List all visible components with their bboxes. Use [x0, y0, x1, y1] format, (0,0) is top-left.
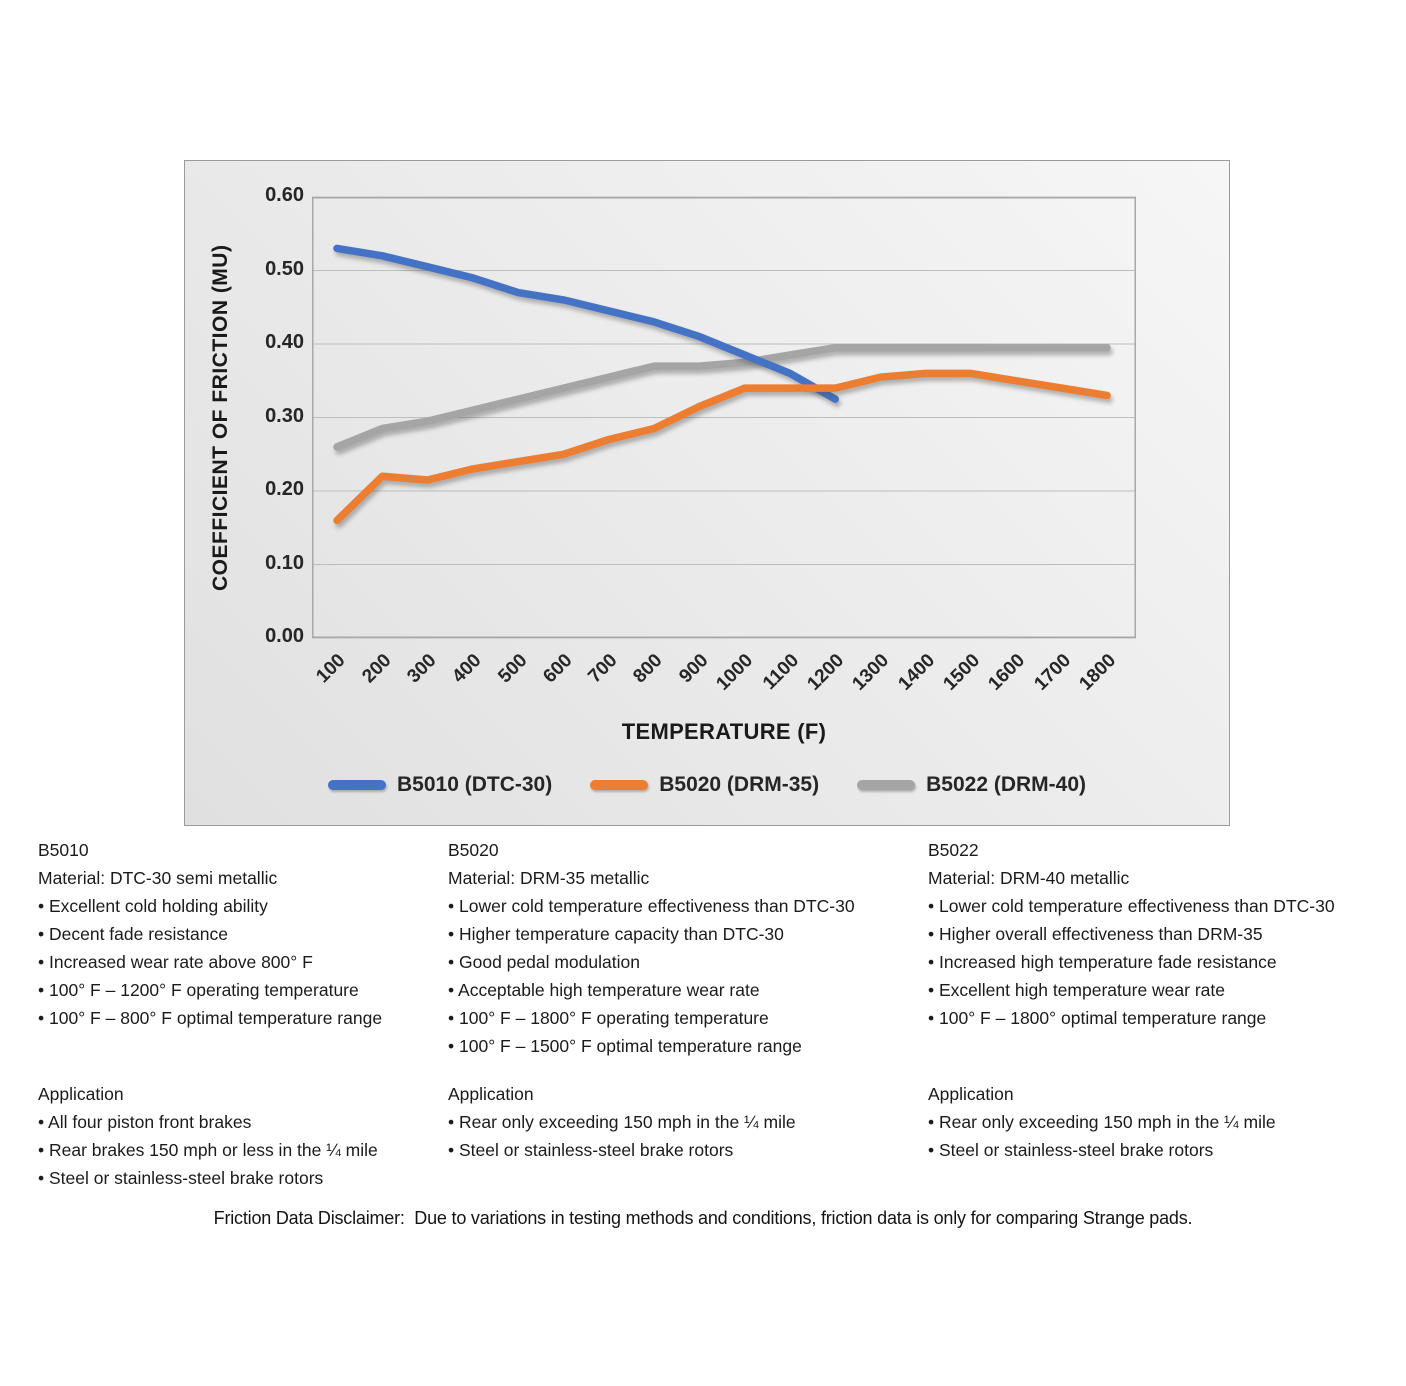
disclaimer-text: Friction Data Disclaimer: Due to variati… [213, 1208, 1193, 1228]
x-tick-label: 600 [539, 650, 577, 688]
product-feature: Higher overall effectiveness than DRM-35 [928, 920, 1404, 948]
product-column-B5010: B5010 Material: DTC-30 semi metallic Excel… [38, 836, 442, 1192]
product-feature: Decent fade resistance [38, 920, 442, 948]
product-feature: Acceptable high temperature wear rate [448, 976, 922, 1004]
plot-border [312, 197, 1136, 638]
x-tick-label: 700 [584, 650, 622, 688]
product-feature: Good pedal modulation [448, 948, 922, 976]
x-tick-label: 1700 [1029, 650, 1075, 695]
product-feature: 100° F – 1800° F operating temperature [448, 1004, 922, 1032]
legend-swatch [590, 780, 649, 790]
y-tick-label: 0.30 [265, 404, 304, 427]
x-tick-label: 1500 [939, 650, 985, 695]
product-feature: Excellent high temperature wear rate [928, 976, 1404, 1004]
product-feature: Lower cold temperature effectiveness tha… [928, 892, 1404, 920]
x-tick-label: 900 [674, 650, 713, 688]
product-material: Material: DRM-40 metallic [928, 868, 1130, 888]
application-item: Steel or stainless-steel brake rotors [38, 1164, 442, 1192]
line-chart-canvas [312, 196, 1136, 639]
x-tick-label: 1600 [984, 650, 1030, 695]
product-feature: Excellent cold holding ability [38, 892, 442, 920]
y-axis-tick-labels: 0.00 0.10 0.20 0.30 0.40 0.50 0.60 [185, 184, 304, 647]
plot-area [312, 196, 1136, 639]
x-tick-label: 200 [357, 650, 396, 688]
legend-item: B5020 (DRM-35) [590, 773, 819, 797]
y-tick-label: 0.60 [265, 184, 304, 206]
application-section: Application All four piston front brakesR… [38, 1080, 442, 1192]
product-feature: 100° F – 800° F optimal temperature rang… [38, 1004, 442, 1032]
x-tick-label: 300 [403, 650, 441, 688]
application-item: Steel or stainless-steel brake rotors [448, 1136, 922, 1164]
y-tick-label: 0.50 [265, 257, 304, 280]
series-line-B5020 [333, 369, 1111, 525]
x-tick-label: 800 [629, 650, 667, 688]
x-tick-label: 1200 [803, 650, 849, 695]
product-feature: 100° F – 1800° optimal temperature range [928, 1004, 1404, 1032]
product-feature: Increased high temperature fade resistan… [928, 948, 1404, 976]
x-axis-tick-labels: 100 200 300 400 500 600 700 800 900 1000 1100 1200 1… [312, 640, 1136, 712]
chart-legend: B5010 (DTC-30) B5020 (DRM-35) B5022 (DRM-4… [185, 773, 1229, 797]
product-column-B5020: B5020 Material: DRM-35 metallic Lower cold… [448, 836, 922, 1164]
product-specs: B5020 Material: DRM-35 metallic Lower cold… [448, 836, 922, 1080]
product-specs: B5010 Material: DTC-30 semi metallic Excel… [38, 836, 442, 1080]
legend-item: B5022 (DRM-40) [857, 773, 1086, 797]
legend-swatch [328, 780, 386, 790]
product-model: B5010 [38, 840, 89, 860]
legend-label: B5020 (DRM-35) [659, 773, 820, 796]
product-material: Material: DTC-30 semi metallic [38, 868, 278, 888]
application-label: Application [928, 1084, 1014, 1104]
product-model: B5020 [448, 840, 499, 860]
product-model: B5022 [928, 840, 979, 860]
application-item: Rear only exceeding 150 mph in the ¼ mil… [928, 1108, 1404, 1136]
product-feature: 100° F – 1500° F optimal temperature ran… [448, 1032, 922, 1060]
product-feature: Lower cold temperature effectiveness tha… [448, 892, 922, 920]
product-feature: Increased wear rate above 800° F [38, 948, 442, 976]
x-tick-label: 1400 [894, 650, 939, 695]
y-tick-label: 0.00 [265, 625, 304, 647]
application-section: Application Rear only exceeding 150 mph i… [448, 1080, 922, 1164]
product-feature: Higher temperature capacity than DTC-30 [448, 920, 922, 948]
legend-label: B5022 (DRM-40) [926, 773, 1086, 796]
application-section: Application Rear only exceeding 150 mph i… [928, 1080, 1404, 1164]
x-tick-label: 1800 [1075, 650, 1120, 695]
product-material: Material: DRM-35 metallic [448, 868, 650, 888]
x-tick-label: 100 [312, 650, 350, 688]
legend-item: B5010 (DTC-30) [328, 773, 552, 797]
legend-label: B5010 (DTC-30) [397, 773, 553, 796]
series-line-B5010 [333, 244, 840, 403]
series-line-B5022 [333, 343, 1111, 451]
legend-swatch [857, 780, 916, 790]
friction-chart: COEFFICIENT OF FRICTION (MU) 0.00 0.10 0.2… [184, 160, 1230, 826]
x-tick-label: 1100 [758, 650, 803, 695]
y-tick-label: 0.20 [265, 478, 304, 500]
product-specs: B5022 Material: DRM-40 metallic Lower cold… [928, 836, 1404, 1080]
application-item: All four piston front brakes [38, 1108, 442, 1136]
application-label: Application [38, 1084, 124, 1104]
product-feature: 100° F – 1200° F operating temperature [38, 976, 442, 1004]
x-tick-label: 1000 [712, 650, 758, 695]
application-item: Rear only exceeding 150 mph in the ¼ mil… [448, 1108, 922, 1136]
x-tick-label: 400 [448, 650, 486, 688]
application-label: Application [448, 1084, 534, 1104]
x-axis-title: TEMPERATURE (F) [621, 719, 827, 744]
x-tick-label: 1300 [848, 650, 894, 695]
application-item: Steel or stainless-steel brake rotors [928, 1136, 1404, 1164]
product-column-B5022: B5022 Material: DRM-40 metallic Lower cold… [928, 836, 1404, 1164]
application-item: Rear brakes 150 mph or less in the ¼ mil… [38, 1136, 442, 1164]
y-tick-label: 0.40 [265, 331, 304, 353]
y-tick-label: 0.10 [265, 551, 304, 574]
x-tick-label: 500 [493, 650, 532, 688]
